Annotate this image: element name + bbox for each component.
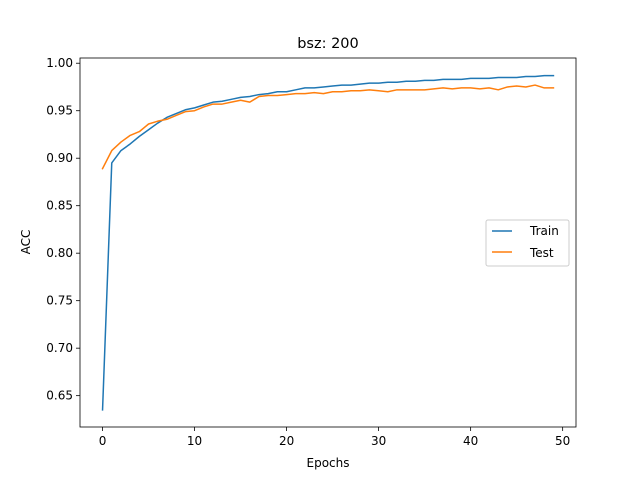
y-tick-label: 0.65 [46, 389, 73, 403]
y-tick-label: 0.95 [46, 104, 73, 118]
x-axis-label: Epochs [307, 456, 350, 470]
plot-frame [79, 57, 577, 428]
legend-label-test: Test [529, 246, 554, 260]
y-tick-label: 0.70 [46, 341, 73, 355]
series-line-test [101, 84, 555, 170]
x-tick-label: 30 [371, 434, 386, 448]
x-tick-label: 50 [555, 434, 570, 448]
chart-title: bsz: 200 [297, 36, 359, 52]
y-tick-label: 0.90 [46, 151, 73, 165]
y-axis-label: ACC [19, 230, 33, 255]
y-tick-label: 0.85 [46, 199, 73, 213]
y-tick-label: 1.00 [46, 56, 73, 70]
y-tick-label: 0.75 [46, 294, 73, 308]
ticks-layer: 0 10 20 30 40 50 0.65 0.70 0.75 0.80 0.85 0.90 0.95 1… [46, 56, 570, 448]
x-tick-label: 0 [99, 434, 107, 448]
legend-label-train: Train [529, 224, 559, 238]
y-tick-label: 0.80 [46, 246, 73, 260]
legend: Train Test [485, 219, 570, 267]
x-tick-label: 20 [279, 434, 294, 448]
series-layer [101, 74, 555, 411]
series-line-train [101, 74, 555, 411]
x-tick-label: 10 [187, 434, 202, 448]
x-tick-label: 40 [463, 434, 478, 448]
